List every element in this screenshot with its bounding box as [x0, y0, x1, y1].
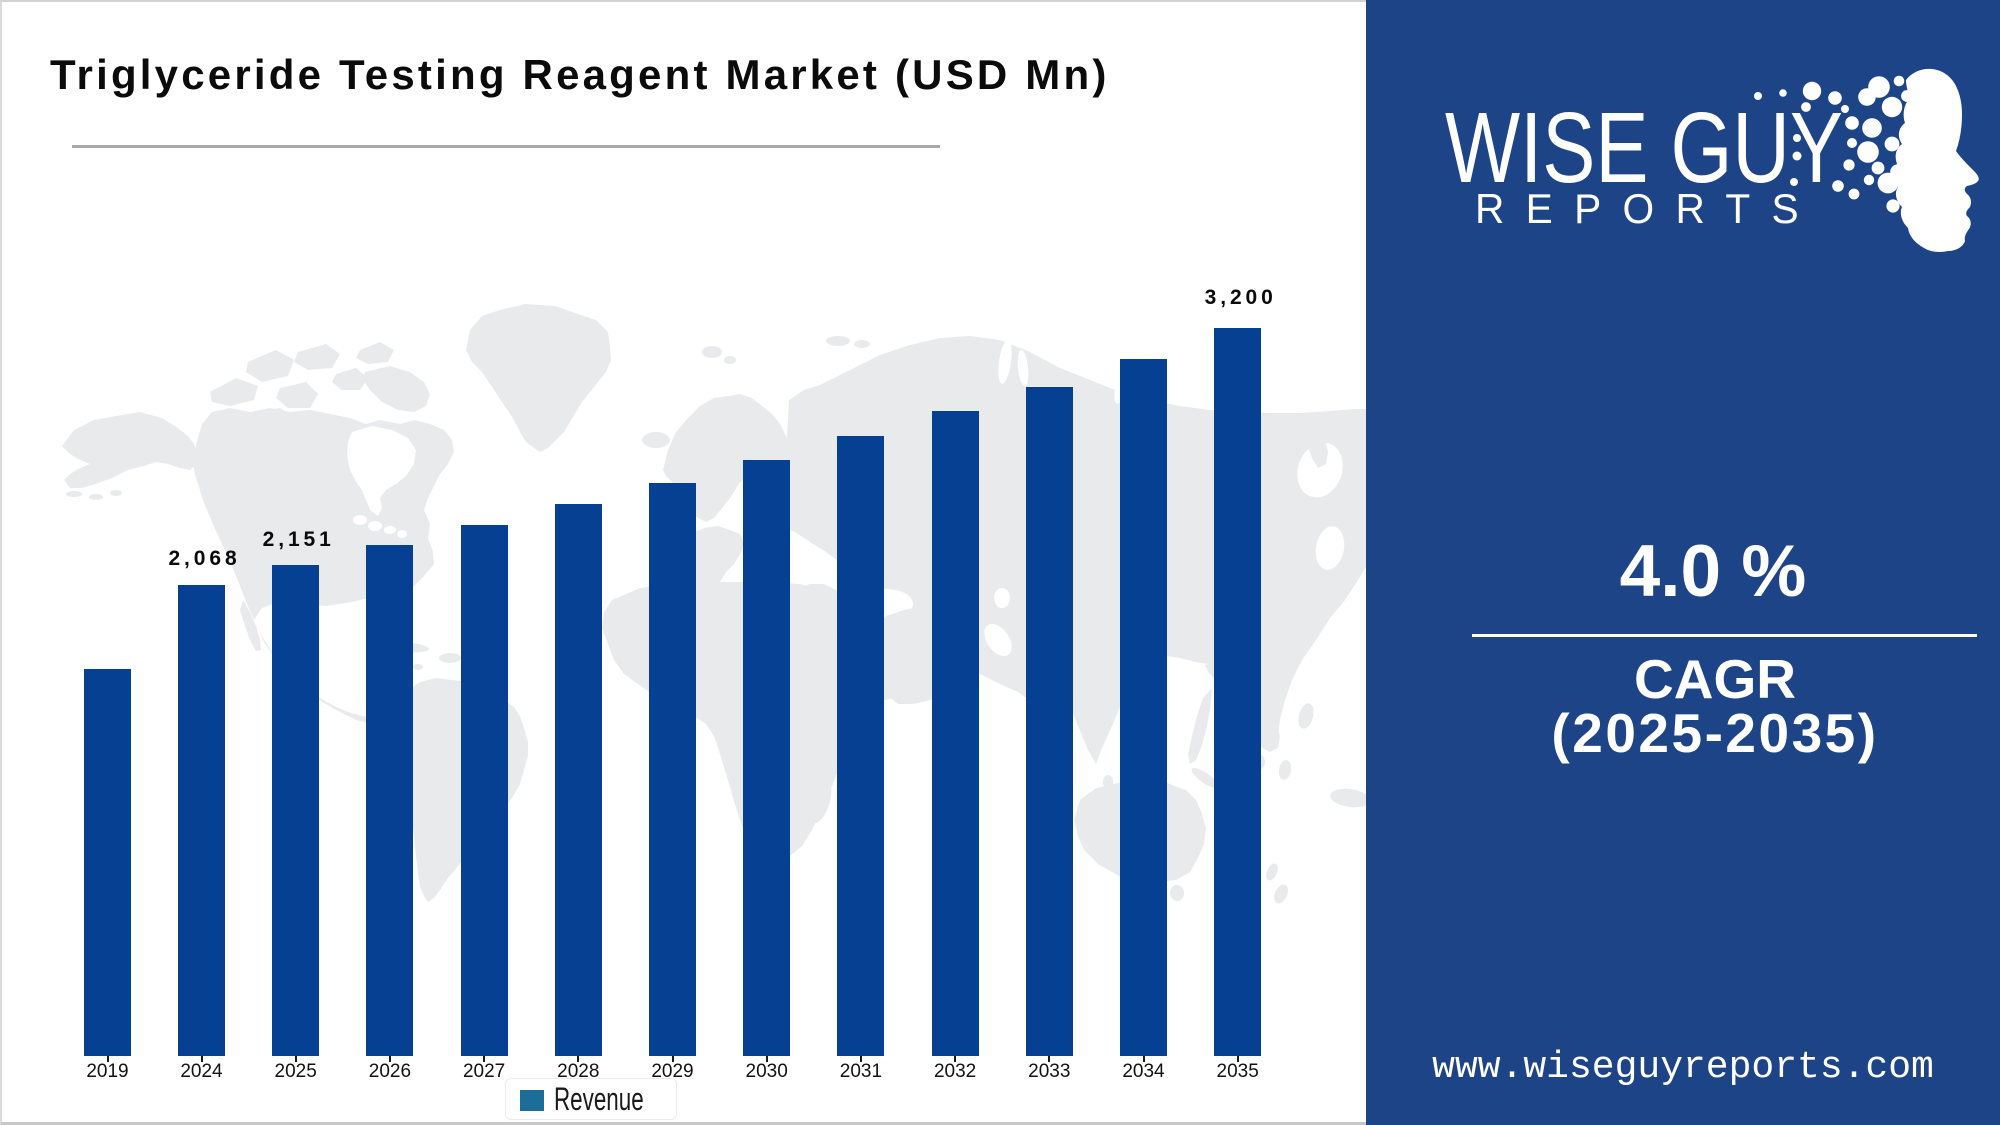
- svg-text:WISE GUY: WISE GUY: [1445, 92, 1843, 204]
- svg-text:REPORTS: REPORTS: [1475, 185, 1820, 232]
